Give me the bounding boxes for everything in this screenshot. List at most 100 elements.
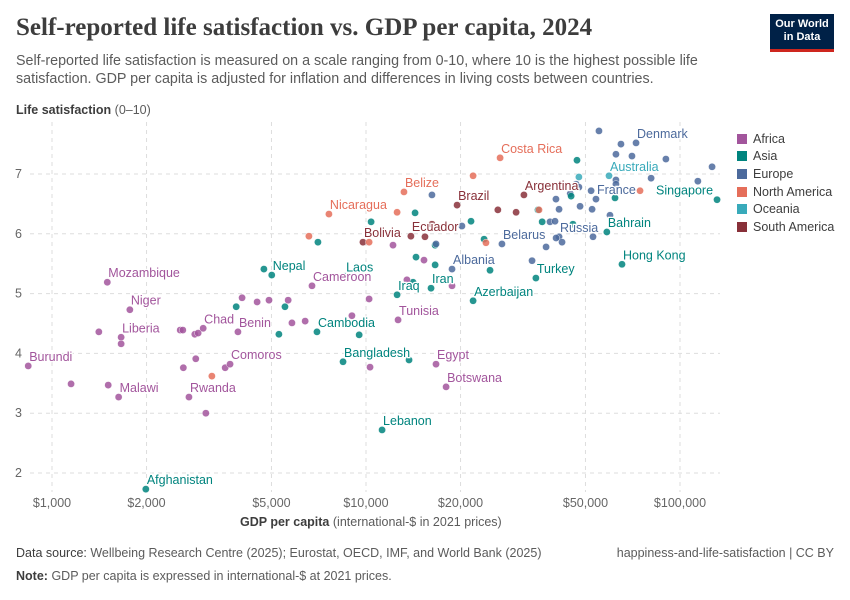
data-point [305, 232, 313, 240]
data-point [194, 329, 202, 337]
legend-label: South America [753, 219, 835, 234]
data-point [431, 261, 439, 269]
legend-label: Asia [753, 149, 778, 164]
chart-slug-license[interactable]: happiness-and-life-satisfaction | CC BY [616, 546, 834, 560]
data-point [420, 256, 428, 264]
data-point [612, 180, 620, 188]
legend-item-south-america[interactable]: South America [737, 218, 834, 236]
data-point [482, 238, 490, 247]
owid-logo[interactable]: Our World in Data [770, 14, 834, 52]
data-point [421, 232, 429, 241]
data-point [469, 171, 477, 180]
data-point [428, 191, 436, 199]
data-source: Data source: Wellbeing Research Centre (… [16, 546, 542, 560]
data-point [260, 265, 268, 273]
point-label: Nicaragua [330, 198, 387, 212]
data-point [432, 240, 440, 248]
data-point [552, 195, 560, 203]
point-label: Denmark [637, 127, 688, 141]
data-point [713, 195, 721, 204]
data-point [647, 174, 655, 182]
legend-item-africa[interactable]: Africa [737, 130, 834, 148]
data-point [412, 253, 420, 261]
data-point [542, 243, 550, 251]
point-label: Bolivia [364, 226, 401, 240]
data-point [575, 173, 583, 181]
point-label: Belize [405, 176, 439, 190]
data-point [603, 228, 611, 236]
data-point [595, 127, 603, 135]
data-point [232, 302, 240, 311]
data-point [281, 302, 289, 311]
data-point [496, 154, 504, 162]
data-point [592, 195, 600, 203]
x-tick-label: $100,000 [654, 496, 706, 510]
data-source-text: Wellbeing Research Centre (2025); Eurost… [90, 546, 542, 560]
data-point [662, 155, 670, 163]
legend: Africa Asia Europe North America Oceania… [737, 130, 834, 236]
point-label: Costa Rica [501, 142, 562, 156]
legend-item-asia[interactable]: Asia [737, 148, 834, 166]
x-axis-label: GDP per capita (international-$ in 2021 … [240, 515, 502, 529]
point-label: Iran [432, 272, 454, 286]
data-point [339, 357, 347, 366]
data-point [179, 326, 187, 334]
y-tick-label: 3 [15, 406, 22, 420]
x-tick-label: $10,000 [343, 496, 388, 510]
data-point [587, 186, 595, 195]
point-label: Egypt [437, 348, 469, 362]
x-tick-label: $2,000 [127, 496, 165, 510]
point-label: Argentina [525, 179, 579, 193]
data-point [432, 360, 440, 368]
y-tick-label: 4 [15, 346, 22, 360]
chart-subtitle: Self-reported life satisfaction is measu… [16, 53, 698, 87]
legend-swatch [737, 221, 747, 232]
legend-label: Europe [753, 166, 794, 181]
legend-swatch [737, 151, 747, 162]
legend-item-europe[interactable]: Europe [737, 165, 834, 183]
data-point [400, 188, 408, 196]
point-label: Cameroon [313, 270, 371, 284]
legend-swatch [737, 204, 747, 215]
data-point [551, 217, 559, 226]
chart-title: Self-reported life satisfaction vs. GDP … [16, 14, 593, 41]
data-point [555, 205, 563, 214]
point-label: Australia [610, 160, 659, 174]
data-point [528, 256, 536, 265]
data-point [378, 426, 386, 434]
data-point [142, 485, 150, 493]
point-label: Singapore [656, 184, 713, 198]
data-point [313, 328, 321, 336]
data-point [498, 240, 506, 248]
logo-text: Our World in Data [775, 18, 829, 43]
data-point [394, 316, 402, 324]
data-point [301, 317, 309, 325]
data-point [448, 265, 456, 273]
data-point [393, 290, 401, 299]
legend-item-oceania[interactable]: Oceania [737, 200, 834, 218]
point-label: Cambodia [318, 316, 375, 330]
point-label: Benin [239, 316, 271, 330]
note-label: Note: [16, 569, 48, 583]
data-point [199, 324, 207, 333]
data-point [355, 331, 363, 339]
data-point [632, 139, 640, 147]
data-point [103, 278, 112, 287]
legend-item-north-america[interactable]: North America [737, 183, 834, 201]
data-point [117, 340, 125, 348]
data-point [265, 296, 273, 304]
data-point [558, 238, 566, 246]
data-point [628, 152, 636, 160]
data-point [365, 238, 373, 246]
data-point [552, 234, 560, 242]
data-point [575, 183, 583, 191]
data-point [367, 218, 375, 226]
x-tick-label: $1,000 [33, 496, 71, 510]
point-label: Botswana [447, 371, 502, 385]
y-tick-label: 2 [15, 466, 22, 480]
y-tick-label: 5 [15, 287, 22, 301]
data-point [314, 238, 322, 246]
data-point [185, 393, 193, 401]
data-point [308, 282, 316, 290]
point-label: Niger [131, 294, 161, 308]
